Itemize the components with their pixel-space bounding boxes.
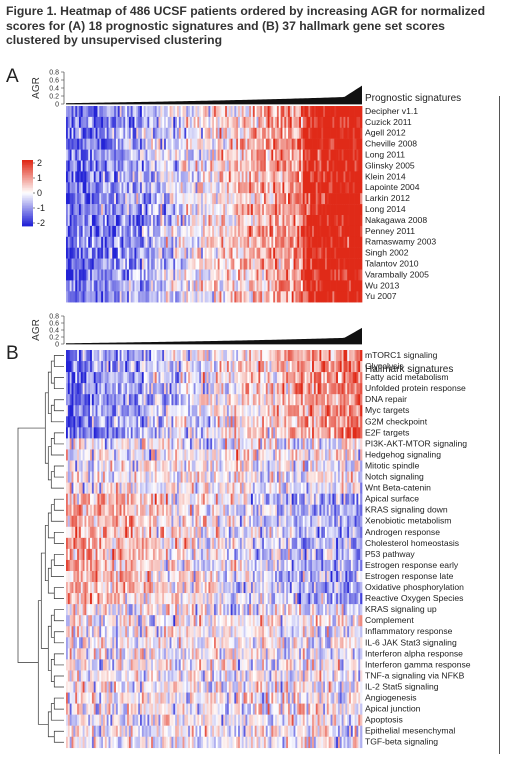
panel-a-heatmap [66,106,363,303]
legend-tick-label: 2 [37,158,42,168]
panel-a-row-label: Long 2011 [365,149,405,159]
agr-tick-label: 0.6 [49,320,59,327]
panel-b-row-label: IL-2 Stat5 signaling [365,681,439,691]
panel-b-row-label: Estrogen response late [365,571,454,581]
panel-b-signature-title: Hallmark signatures [365,364,453,375]
panel-b-row-label: Unfolded protein response [365,383,466,393]
panel-a-row-label: Cuzick 2011 [365,117,412,127]
legend-tick-label: -1 [37,203,45,213]
panel-b-row-label: Myc targets [365,405,409,415]
panel-b-row-label: Wnt Beta-catenin [365,483,431,493]
panel-b-row-label: Oxidative phosphorylation [365,582,464,592]
agr-axis-title: AGR [31,77,42,99]
panel-b-row-label: P53 pathway [365,549,415,559]
agr-tick-label: 0 [55,101,59,108]
agr-tick-label: 0.2 [49,334,59,341]
panel-a-row-label: Yu 2007 [365,291,397,301]
panel-b-row-label: Notch signaling [365,472,424,482]
panel-a-row-label: Glinsky 2005 [365,160,415,170]
panel-a-row-label: Singh 2002 [365,248,409,258]
panel-b-row-label: Androgen response [365,527,440,537]
panel-b-row-label: Complement [365,615,414,625]
panel-b-row-label: Fatty acid metabolism [365,372,449,382]
panel-a-row-label: Long 2014 [365,204,406,214]
agr-tick-label: 0.8 [49,313,59,320]
panel-b-row-label: PI3K-AKT-MTOR signaling [365,438,467,448]
panel-b-row-label: Angiogenesis [365,693,417,703]
agr-tick-label: 0.6 [49,77,59,84]
panel-b-row-label: Apical junction [365,704,421,714]
panel-a-row-label: Nakagawa 2008 [365,215,427,225]
panel-a-row-label: Cheville 2008 [365,139,417,149]
agr-tick-label: 0.4 [49,327,59,334]
agr-axis-title: AGR [31,319,42,341]
panel-b-row-label: DNA repair [365,394,407,404]
panel-b-row-label: Interferon gamma response [365,659,471,669]
panel-letter-b: B [6,343,19,364]
panel-b-row-label: mTORC1 signaling [365,350,438,360]
panel-a-row-label: Wu 2013 [365,280,399,290]
panel-a-row-label: Varambally 2005 [365,269,429,279]
panel-b-row-label: Apoptosis [365,715,403,725]
agr-tick-label: 0.2 [49,93,59,100]
panel-b-row-label: Hedgehog signaling [365,449,441,459]
agr-bars [66,85,362,104]
panel-a-signature-title: Prognostic signatures [365,93,461,104]
page-scrollbar-track [499,96,500,754]
agr-bars [66,327,362,344]
panel-b-row-label: Xenobiotic metabolism [365,516,451,526]
panel-b-row-label: IL-6 JAK Stat3 signaling [365,637,457,647]
panel-b-row-label: G2M checkpoint [365,416,428,426]
legend-tick-label: 0 [37,188,42,198]
figure-caption: Figure 1. Heatmap of 486 UCSF patients o… [6,4,486,47]
panel-a-row-label: Lapointe 2004 [365,182,420,192]
panel-b-heatmap [66,350,363,749]
panel-a-row-label: Ramaswamy 2003 [365,237,436,247]
panel-b-row-label: Apical surface [365,494,419,504]
panel-a-row-label: Decipher v1.1 [365,106,418,116]
agr-tick-label: 0.8 [49,69,59,76]
panel-b-row-label: Reactive Oxygen Species [365,593,463,603]
panel-b-row-label: Inflammatory response [365,626,453,636]
panel-b-row-label: Glycolysis [365,361,404,371]
agr-tick-label: 0.4 [49,85,59,92]
legend-tick-label: 1 [37,173,42,183]
panel-b-row-label: Estrogen response early [365,560,459,570]
panel-b-row-label: KRAS signaling down [365,505,448,515]
panel-a-row-label: Larkin 2012 [365,193,410,203]
legend-tick-label: -2 [37,218,45,228]
panel-b-agr-bar-chart: 0.80.60.40.20 AGR Hallmark signatures [31,313,453,375]
panel-b-row-label: Interferon alpha response [365,648,463,658]
panel-b-row-label: TNF-a signaling via NFKB [365,670,465,680]
panel-a-row-label: Klein 2014 [365,171,406,181]
panel-b-row-label: E2F targets [365,427,409,437]
panel-a-agr-bar-chart: 0.80.60.40.20 AGR Prognostic signatures [31,69,461,108]
panel-b-row-label: Mitotic spindle [365,460,420,470]
panel-b-row-label: KRAS signaling up [365,604,437,614]
panel-a-row-label: Talantov 2010 [365,258,419,268]
color-legend: 2 1 0 -1 -2 [22,158,45,228]
panel-a-row-label: Agell 2012 [365,128,406,138]
agr-tick-label: 0 [55,341,59,348]
panel-b-row-label: Cholesterol homeostasis [365,538,459,548]
panel-b-row-label: Epithelial mesenchymal [365,726,455,736]
panel-b-dendrogram [17,355,64,743]
panel-b-row-label: TGF-beta signaling [365,737,438,747]
panel-letter-a: A [6,66,19,87]
panel-a-row-label: Penney 2011 [365,226,415,236]
